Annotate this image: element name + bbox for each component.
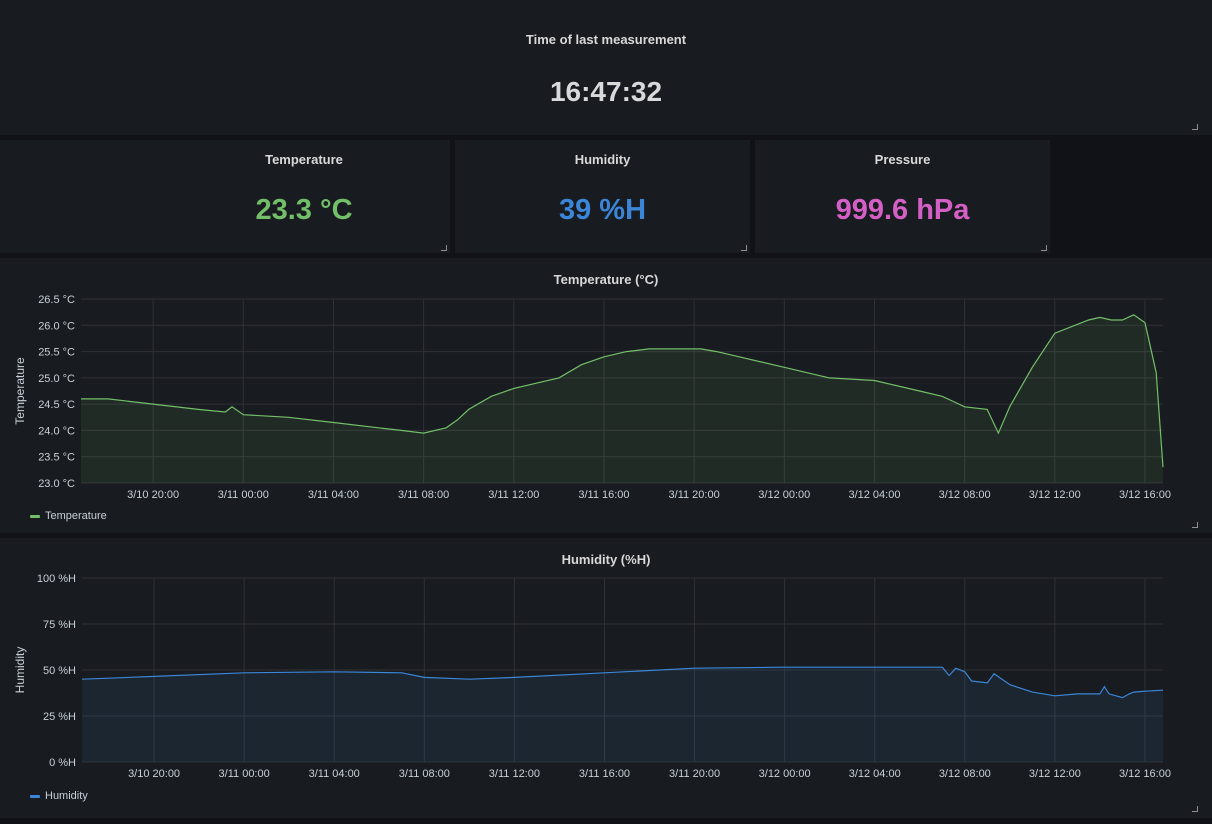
legend-label: Humidity	[45, 790, 88, 802]
y-axis-label: Humidity	[13, 647, 27, 694]
y-axis-label: Temperature	[13, 357, 27, 425]
x-tick-label: 3/10 20:00	[128, 768, 180, 780]
legend-item[interactable]: Humidity	[30, 790, 88, 802]
x-tick-label: 3/12 12:00	[1029, 768, 1081, 780]
humidity-stat-title[interactable]: Humidity	[574, 152, 631, 167]
time-panel-title[interactable]: Time of last measurement	[525, 32, 687, 47]
legend-swatch	[30, 795, 40, 798]
temperature-stat-panel: Temperature 23.3 °C	[0, 140, 450, 253]
y-tick-label: 24.5 °C	[38, 399, 75, 411]
y-tick-label: 24.0 °C	[38, 425, 75, 437]
legend-item[interactable]: Temperature	[30, 510, 107, 522]
x-tick-label: 3/12 08:00	[939, 489, 991, 501]
y-tick-label: 0 %H	[49, 757, 76, 769]
humidity-stat-resize-handle[interactable]	[741, 245, 747, 251]
humidity-chart[interactable]: 0 %H 25 %H 50 %H 75 %H 100 %H 3/10 20:00 3/11 …	[0, 538, 1212, 818]
y-tick-label: 25.0 °C	[38, 373, 75, 385]
temperature-stat-title[interactable]: Temperature	[265, 152, 343, 167]
series-line[interactable]	[81, 666, 1164, 699]
time-panel-resize-handle[interactable]	[1192, 124, 1198, 130]
humidity-graph-resize-handle[interactable]	[1192, 806, 1198, 812]
y-tick-label: 75 %H	[43, 619, 76, 631]
y-tick-label: 23.5 °C	[38, 452, 75, 464]
x-tick-label: 3/11 00:00	[218, 489, 269, 501]
x-tick-label: 3/11 16:00	[578, 489, 629, 501]
y-tick-label: 50 %H	[43, 665, 76, 677]
x-tick-label: 3/12 00:00	[758, 489, 810, 501]
legend-swatch	[30, 515, 40, 518]
x-tick-label: 3/11 08:00	[398, 489, 449, 501]
x-tick-label: 3/12 00:00	[759, 768, 811, 780]
humidity-stat-value: 39 %H	[558, 194, 647, 226]
series-area-fill	[82, 667, 1163, 762]
x-tick-label: 3/12 04:00	[849, 768, 901, 780]
temperature-graph-panel: Temperature (°C) 23.0 °C 23.5 °C 24.0 °C 24…	[0, 258, 1212, 533]
pressure-stat-value: 999.6 hPa	[835, 194, 970, 226]
temperature-graph-resize-handle[interactable]	[1192, 522, 1198, 528]
temperature-chart[interactable]: 23.0 °C 23.5 °C 24.0 °C 24.5 °C 25.0 °C 25.5 …	[0, 258, 1212, 533]
humidity-stat-panel: Humidity 39 %H	[455, 140, 750, 253]
series-line[interactable]	[81, 314, 1164, 468]
x-tick-label: 3/12 12:00	[1029, 489, 1081, 501]
x-tick-label: 3/11 04:00	[308, 489, 359, 501]
temperature-graph-title[interactable]: Temperature (°C)	[553, 272, 659, 287]
y-tick-label: 26.5 °C	[38, 294, 75, 306]
x-tick-label: 3/11 04:00	[309, 768, 360, 780]
pressure-stat-resize-handle[interactable]	[1041, 245, 1047, 251]
humidity-graph-title[interactable]: Humidity (%H)	[561, 552, 651, 567]
x-tick-label: 3/12 16:00	[1119, 768, 1171, 780]
x-tick-label: 3/11 12:00	[489, 768, 540, 780]
x-tick-label: 3/12 04:00	[848, 489, 900, 501]
legend-label: Temperature	[45, 510, 107, 522]
x-tick-label: 3/12 08:00	[939, 768, 991, 780]
time-value: 16:47:32	[549, 76, 663, 107]
x-tick-label: 3/10 20:00	[127, 489, 179, 501]
x-tick-label: 3/11 20:00	[669, 489, 720, 501]
temperature-stat-value: 23.3 °C	[255, 194, 353, 226]
x-tick-label: 3/11 16:00	[579, 768, 630, 780]
y-tick-label: 25 %H	[43, 711, 76, 723]
pressure-stat-title[interactable]: Pressure	[874, 152, 931, 167]
series-area-fill	[81, 314, 1163, 483]
x-tick-label: 3/11 20:00	[669, 768, 720, 780]
time-panel: Time of last measurement 16:47:32	[0, 0, 1212, 135]
x-tick-label: 3/11 00:00	[219, 768, 270, 780]
y-tick-label: 26.0 °C	[38, 320, 75, 332]
temperature-stat-resize-handle[interactable]	[441, 245, 447, 251]
x-tick-label: 3/11 12:00	[488, 489, 539, 501]
x-tick-label: 3/12 16:00	[1119, 489, 1171, 501]
y-tick-label: 25.5 °C	[38, 347, 75, 359]
y-tick-label: 100 %H	[37, 573, 76, 585]
humidity-graph-panel: Humidity (%H) 0 %H 25 %H 50 %H 75 %H 100 %H 3…	[0, 538, 1212, 818]
x-tick-label: 3/11 08:00	[399, 768, 450, 780]
pressure-stat-panel: Pressure 999.6 hPa	[755, 140, 1050, 253]
y-tick-label: 23.0 °C	[38, 478, 75, 490]
